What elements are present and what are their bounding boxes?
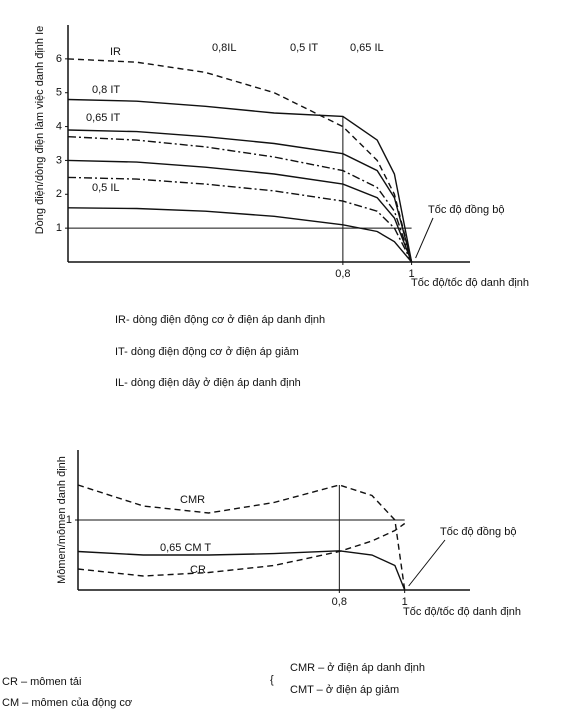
note: CMT – ở điện áp giảm [290, 684, 399, 696]
y-tick-label: 4 [56, 120, 62, 132]
series-label: 0,5 IL [92, 182, 120, 194]
series-line [77, 484, 406, 591]
series-line [67, 129, 413, 263]
y-axis-label: Dòng điện/dòng điện làm việc danh định I… [34, 26, 46, 235]
series-line [67, 98, 413, 263]
series-label: 0,65 IL [350, 42, 384, 54]
x-axis-label: Tốc độ/tốc độ danh định [403, 606, 521, 618]
x-axis-label: Tốc độ/tốc độ danh định [411, 277, 529, 289]
series-line [67, 159, 413, 263]
x-tick-label: 1 [402, 596, 408, 608]
series-line [77, 550, 406, 591]
note: CM – mômen của động cơ [2, 697, 132, 709]
series-label: 0,5 IT [290, 42, 318, 54]
series-label: IR [110, 46, 121, 58]
y-tick-label: 6 [56, 53, 62, 65]
note: IL- dòng điện dây ở điện áp danh định [115, 377, 301, 389]
y-tick-label: 5 [56, 87, 62, 99]
series-line [77, 522, 406, 577]
series-label: 0,65 CM T [160, 542, 211, 554]
series-label: CMR [180, 494, 205, 506]
brace: { [270, 674, 274, 686]
series-label: 0,8IL [212, 42, 236, 54]
x-tick-label: 0,8 [335, 268, 350, 280]
x-tick-label: 0,8 [332, 596, 347, 608]
y-tick-label: 3 [56, 154, 62, 166]
series-label: 0,8 IT [92, 84, 120, 96]
note: CR – mômen tải [2, 676, 81, 688]
annotation: Tốc độ đồng bộ [428, 204, 504, 216]
y-tick-label: 2 [56, 188, 62, 200]
series-line [67, 176, 413, 263]
annotation-arrow [408, 539, 446, 587]
y-axis-label: Mômen/mômen danh định [56, 456, 68, 584]
x-tick-label: 1 [409, 268, 415, 280]
y-tick-label: 1 [56, 222, 62, 234]
series-line [67, 58, 413, 263]
note: IR- dòng điện động cơ ở điện áp danh địn… [115, 314, 325, 326]
note: IT- dòng điện động cơ ở điện áp giảm [115, 346, 299, 358]
series-line [67, 136, 413, 263]
y-tick-label: 1 [66, 514, 72, 526]
series-label: 0,65 IT [86, 112, 121, 124]
note: CMR – ở điện áp danh định [290, 662, 425, 674]
series-line [67, 207, 413, 263]
annotation-arrow [415, 217, 434, 259]
series-label: CR [190, 564, 206, 576]
annotation: Tốc độ đồng bộ [440, 526, 516, 538]
